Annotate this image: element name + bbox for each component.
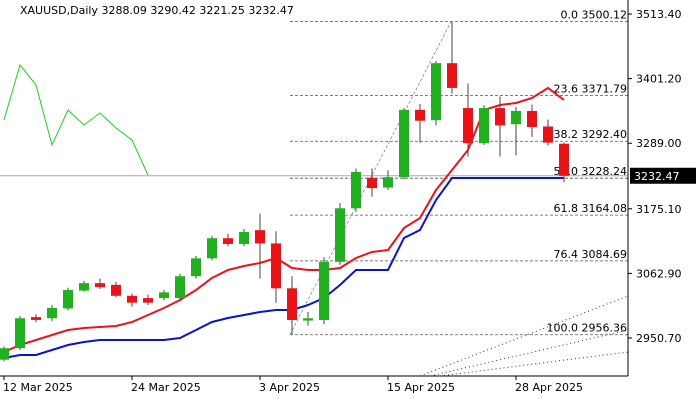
candle-body xyxy=(415,109,425,121)
fib-label: 38.2 3292.40 xyxy=(554,128,627,141)
candle-body xyxy=(367,177,377,189)
x-tick-label: 12 Mar 2025 xyxy=(3,381,73,394)
candle-body xyxy=(15,318,25,349)
candle-body xyxy=(95,283,105,288)
indicator-line xyxy=(3,86,565,353)
indicator-line xyxy=(3,177,564,359)
price-box-label: 3232.47 xyxy=(634,170,680,183)
fib-label: 50.0 3228.24 xyxy=(554,165,627,178)
candle-body xyxy=(31,317,41,320)
candle-body xyxy=(479,108,489,144)
candle-body xyxy=(159,292,169,299)
indicator-line xyxy=(3,63,149,176)
candle-body xyxy=(63,290,73,309)
x-tick-label: 24 Mar 2025 xyxy=(131,381,201,394)
y-tick-label: 3289.00 xyxy=(636,137,682,150)
candle-body xyxy=(0,348,9,360)
fib-label: 61.8 3164.08 xyxy=(554,202,627,215)
x-tick-label: 15 Apr 2025 xyxy=(387,381,455,394)
y-tick-label: 3513.40 xyxy=(636,8,682,21)
price-box xyxy=(630,167,696,184)
candle-body xyxy=(383,177,393,188)
candle-body xyxy=(191,258,201,277)
fib-label: 100.0 2956.36 xyxy=(547,322,627,335)
fib-label: 76.4 3084.69 xyxy=(554,248,627,261)
candle-body xyxy=(111,284,121,296)
candle-body xyxy=(447,63,457,88)
x-tick-label: 28 Apr 2025 xyxy=(515,381,583,394)
candle-body xyxy=(495,108,505,126)
candle-body xyxy=(431,63,441,121)
candle-body xyxy=(47,307,57,319)
y-tick-label: 2950.70 xyxy=(636,332,682,345)
candle-body xyxy=(527,110,537,128)
candle-body xyxy=(223,238,233,244)
candle-body xyxy=(239,231,249,244)
candle-body xyxy=(255,230,265,244)
candle-body xyxy=(207,238,217,259)
chart-title: XAUUSD,Daily 3288.09 3290.42 3221.25 323… xyxy=(20,4,294,17)
candle-body xyxy=(543,126,553,143)
fib-label: 23.6 3371.79 xyxy=(554,83,627,96)
candle-body xyxy=(335,208,345,262)
y-tick-label: 3062.90 xyxy=(636,267,682,280)
candle-body xyxy=(287,288,297,320)
candle-body xyxy=(271,243,281,289)
candle-body xyxy=(303,318,313,321)
candle-body xyxy=(319,261,329,320)
candle-body xyxy=(79,283,89,291)
candle-body xyxy=(351,171,361,209)
candle-body xyxy=(143,298,153,303)
candle-body xyxy=(511,110,521,125)
fib-label: 0.0 3500.12 xyxy=(561,9,627,22)
candle-body xyxy=(559,143,569,176)
candle-body xyxy=(399,109,409,178)
candle-body xyxy=(175,276,185,299)
candle-body xyxy=(127,295,137,303)
y-tick-label: 3401.20 xyxy=(636,73,682,86)
candle-body xyxy=(463,108,473,144)
y-tick-label: 3175.10 xyxy=(636,203,682,216)
x-tick-label: 3 Apr 2025 xyxy=(259,381,320,394)
